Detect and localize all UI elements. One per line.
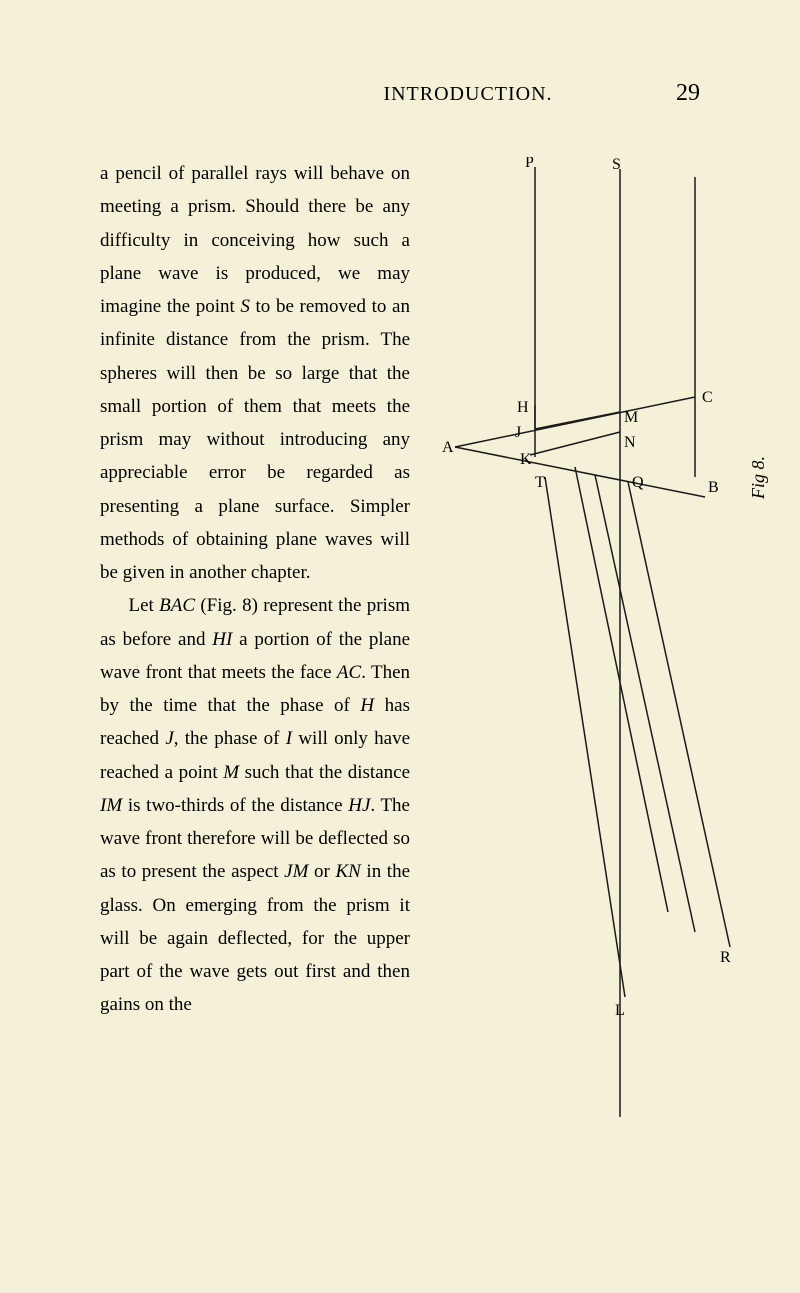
label-A: A — [442, 439, 454, 456]
text: or — [308, 861, 335, 882]
label-L: L — [615, 1002, 625, 1019]
header-title: INTRODUCTION. — [260, 83, 676, 106]
var-jm: JM — [284, 861, 308, 882]
label-H: H — [517, 399, 529, 416]
paragraph-2: Let BAC (Fig. 8) represent the prism as … — [100, 589, 410, 1021]
label-M: M — [624, 409, 638, 426]
label-Q: Q — [632, 474, 644, 491]
var-im: IM — [100, 795, 122, 816]
text-column: a pencil of parallel rays will behave on… — [100, 157, 410, 1157]
var-kn: KN — [335, 861, 360, 882]
label-J: J — [515, 424, 521, 441]
page-header: INTRODUCTION. 29 — [100, 80, 740, 107]
text: in the glass. On emerging from the prism… — [100, 861, 410, 1015]
label-C: C — [702, 389, 713, 406]
var-m: M — [223, 762, 239, 783]
label-P: P — [525, 157, 534, 171]
text: a pencil of parallel rays will behave on… — [100, 163, 410, 317]
prism-diagram: P S C H M J A K N T Q B L R — [420, 157, 740, 1157]
text: to be removed to an infinite distance fr… — [100, 296, 410, 583]
var-hi: HI — [212, 629, 232, 650]
text: is two-thirds of the distance — [122, 795, 348, 816]
var-ac: AC — [337, 662, 361, 683]
label-R: R — [720, 949, 731, 966]
var-hj: HJ — [348, 795, 370, 816]
text: such that the distance — [239, 762, 410, 783]
label-N: N — [624, 434, 636, 451]
var-bac: BAC — [159, 595, 195, 616]
content-area: a pencil of parallel rays will behave on… — [100, 157, 740, 1157]
page-number: 29 — [676, 80, 700, 107]
text: , the phase of — [174, 728, 286, 749]
label-K: K — [520, 451, 532, 468]
label-B: B — [708, 479, 719, 496]
figure-area: P S C H M J A K N T Q B L R Fig 8. — [430, 157, 740, 1157]
var-j: J — [165, 728, 173, 749]
var-s: S — [240, 296, 250, 317]
paragraph-1: a pencil of parallel rays will behave on… — [100, 157, 410, 589]
text: Let — [129, 595, 160, 616]
label-T: T — [535, 474, 545, 491]
label-S: S — [612, 157, 621, 173]
figure-caption: Fig 8. — [748, 456, 769, 499]
var-h: H — [360, 695, 374, 716]
